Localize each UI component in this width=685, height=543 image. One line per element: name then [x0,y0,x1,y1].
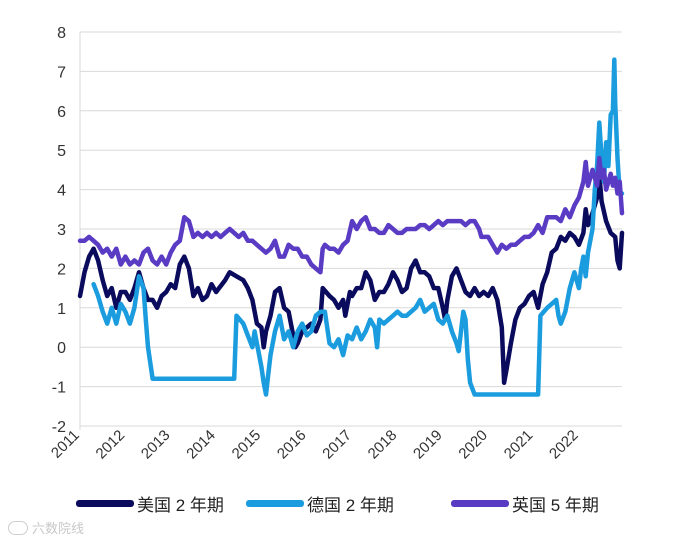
y-tick-label: 5 [57,143,66,160]
legend-label-de-2y: 德国 2 年期 [307,495,394,515]
x-tick-label: 2015 [229,427,265,463]
series-line-0 [77,171,625,385]
y-tick-label: 0 [57,340,66,357]
y-tick-label: 4 [57,183,66,200]
series-line-2 [77,155,625,275]
y-tick-label: 1 [57,301,66,318]
series-lines [77,57,625,397]
watermark-logo-icon [8,520,28,535]
x-tick-label: 2014 [183,427,219,463]
x-tick-label: 2021 [501,427,537,463]
y-axis: -2 -1 0 1 2 3 4 5 6 7 8 [52,25,66,436]
legend-label-us-2y: 美国 2 年期 [137,495,224,515]
x-tick-label: 2019 [410,427,446,463]
x-tick-label: 2017 [319,427,355,463]
x-axis: 2011 2012 2013 2014 2015 2016 2017 2018 2019 2020… [48,427,582,463]
x-tick-label: 2020 [455,427,491,463]
x-tick-label: 2012 [93,427,129,463]
legend-swatch-us-2y [76,499,134,507]
x-tick-label: 2016 [274,427,310,463]
legend-swatch-de-2y [246,499,304,507]
legend: 美国 2 年期 德国 2 年期 英国 5 年期 [0,488,685,518]
x-tick-label: 2022 [546,427,582,463]
x-tick-label: 2013 [138,427,174,463]
legend-item-de-2y: 德国 2 年期 [246,488,394,518]
y-tick-label: 2 [57,261,66,278]
y-tick-label: 7 [57,64,66,81]
y-tick-label: 8 [57,25,66,42]
legend-item-us-2y: 美国 2 年期 [76,488,224,518]
legend-item-uk-5y: 英国 5 年期 [451,488,599,518]
watermark: 六数院线 [8,518,84,537]
series-line-1 [91,57,625,397]
y-tick-label: 3 [57,222,66,239]
x-tick-label: 2018 [365,427,401,463]
y-tick-label: -2 [52,419,66,436]
legend-label-uk-5y: 英国 5 年期 [512,495,599,515]
y-tick-label: 6 [57,104,66,121]
y-tick-label: -1 [52,380,66,397]
watermark-text: 六数院线 [32,521,85,536]
legend-swatch-uk-5y [451,499,509,507]
